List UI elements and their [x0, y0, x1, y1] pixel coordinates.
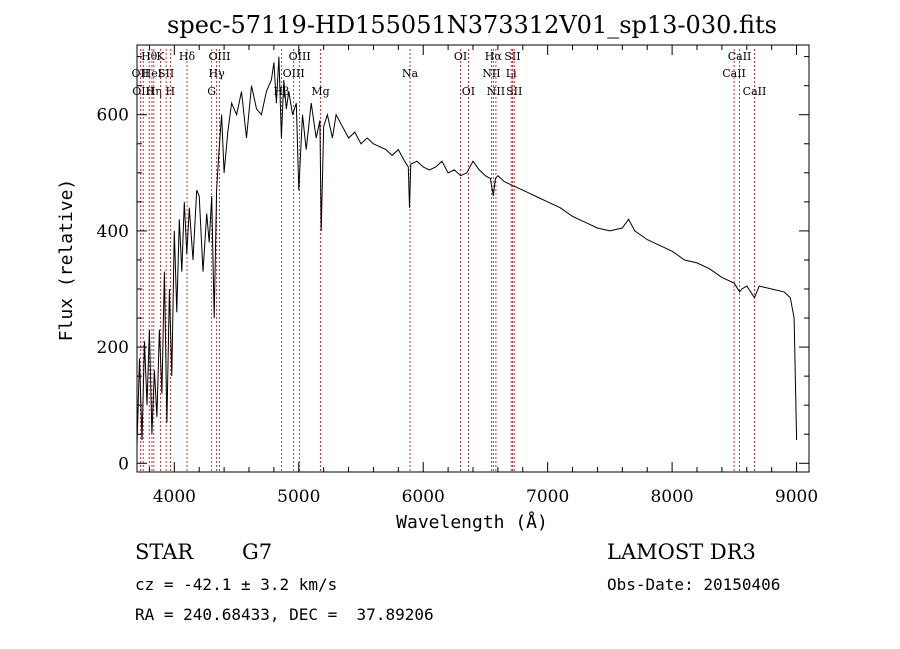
- x-tick-label: 7000: [526, 487, 569, 507]
- line-marker-label: Hθ: [141, 50, 158, 63]
- chart-title: spec-57119-HD155051N373312V01_sp13-030.f…: [167, 11, 777, 39]
- line-marker-label: OIII: [132, 85, 154, 98]
- line-marker-label: Hη: [146, 85, 162, 98]
- x-tick-label: 9000: [775, 487, 818, 507]
- line-marker-label: Hα: [485, 50, 503, 63]
- survey-name: LAMOST DR3: [607, 540, 756, 564]
- line-marker-label: OIII: [208, 50, 230, 63]
- line-marker-label: OIII: [283, 67, 305, 80]
- line-marker-label: Li: [506, 67, 517, 80]
- y-axis-label: Flux (relative): [56, 179, 77, 342]
- line-marker-layer: OIIOIIIHθHeIHηKSIIHHδGHγOIIIHβOIIIOIIIMg…: [132, 49, 767, 472]
- y-tick-label: 200: [97, 338, 129, 358]
- line-marker-label: CaII: [728, 50, 752, 63]
- line-marker-label: SII: [158, 67, 174, 80]
- coords-text: RA = 240.68433, DEC = 37.89206: [135, 605, 434, 624]
- line-marker-label: K: [156, 50, 165, 63]
- line-marker-label: Hδ: [179, 50, 196, 63]
- line-marker-label: G: [207, 85, 216, 98]
- spectrum-line: [136, 56, 798, 446]
- line-marker-label: CaII: [743, 85, 767, 98]
- line-marker-label: NII: [482, 67, 500, 80]
- line-marker-label: OIII: [289, 50, 311, 63]
- line-marker-label: SII: [506, 85, 522, 98]
- axis-layer: 4000 5000 6000 7000 8000 9000 0 200 400 600: [97, 45, 818, 507]
- obs-date-text: Obs-Date: 20150406: [607, 575, 780, 594]
- object-subclass: G7: [242, 540, 272, 564]
- redshift-text: cz = -42.1 ± 3.2 km/s: [135, 575, 337, 594]
- line-marker-label: OI: [462, 85, 475, 98]
- x-tick-label: 6000: [402, 487, 445, 507]
- line-marker-label: Hγ: [209, 67, 226, 80]
- line-marker-label: OII: [132, 67, 150, 80]
- line-marker-label: OI: [454, 50, 467, 63]
- y-tick-label: 0: [118, 454, 129, 474]
- line-marker-label: HeI: [142, 67, 162, 80]
- y-tick-label: 600: [97, 106, 129, 126]
- line-marker-label: NII: [487, 85, 505, 98]
- line-marker-label: CaII: [722, 67, 746, 80]
- y-tick-label: 400: [97, 222, 129, 242]
- x-tick-label: 4000: [153, 487, 196, 507]
- line-marker-label: H: [166, 85, 176, 98]
- x-tick-label: 5000: [277, 487, 320, 507]
- object-class: STAR: [135, 540, 194, 564]
- line-marker-label: Mg: [311, 85, 329, 98]
- line-marker-label: Na: [402, 67, 419, 80]
- x-tick-label: 8000: [650, 487, 693, 507]
- x-axis-label: Wavelength (Å): [396, 511, 548, 533]
- line-marker-label: SII: [504, 50, 520, 63]
